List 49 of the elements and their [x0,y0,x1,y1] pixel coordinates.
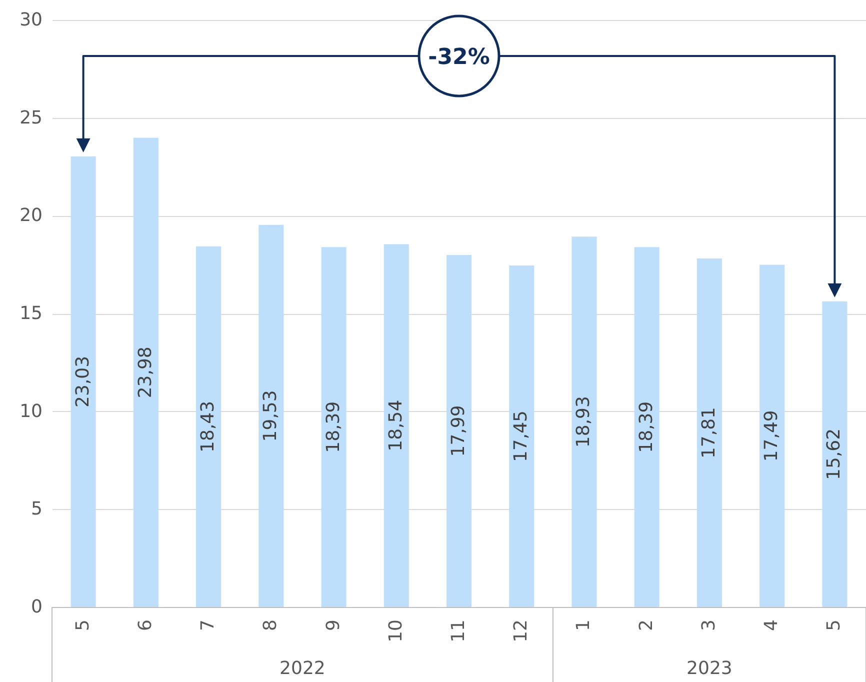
bar [321,247,346,607]
bar [572,236,597,607]
y-tick-label: 30 [20,10,42,30]
x-tick-label: 6 [134,620,156,631]
text: 2023 [686,658,732,679]
data-label: 17,45 [510,410,532,462]
data-label: 18,54 [385,400,406,452]
x-tick-label: 8 [260,620,282,631]
x-tick-label: 12 [510,620,532,642]
bar [196,246,222,607]
y-tick-label: 5 [31,498,42,520]
x-tick-label: 10 [385,620,406,642]
x-tick-label: 11 [448,620,469,642]
bar [634,247,660,607]
x-tick-label: 4 [761,620,782,631]
bar [384,244,409,607]
x-tick-label: 3 [698,620,720,631]
data-label: 18,39 [636,401,657,453]
data-label: 17,99 [448,405,469,457]
y-tick-label: 15 [20,303,42,324]
data-label: 15,62 [824,428,845,480]
data-label: 17,49 [761,410,782,462]
bar [760,264,785,607]
data-label: 18,93 [573,396,594,448]
bar [70,156,96,607]
data-label: 23,98 [134,346,156,398]
x-tick-label: 5 [824,620,845,631]
y-tick-label: 0 [31,596,42,618]
bar [696,258,722,607]
x-tick-label: 5 [72,620,94,631]
data-label: 17,81 [698,406,720,459]
bar [446,254,472,607]
y-tick-label: 10 [20,400,42,422]
data-label: 19,53 [260,390,282,442]
bar [509,266,534,607]
x-tick-label: 7 [198,620,219,631]
text: 2022 [280,658,326,679]
bar [258,224,284,607]
x-tick-label: 1 [573,620,594,631]
bar [822,301,848,607]
data-label: 18,43 [198,400,219,452]
data-label: 18,39 [322,401,344,453]
y-tick-label: 20 [20,205,42,226]
annotation: -32% [428,45,490,70]
y-tick-label: 25 [20,107,42,128]
bar [133,138,158,607]
x-tick-label: 9 [322,620,344,631]
data-label: 23,03 [72,356,94,408]
x-tick-label: 2 [636,620,657,631]
